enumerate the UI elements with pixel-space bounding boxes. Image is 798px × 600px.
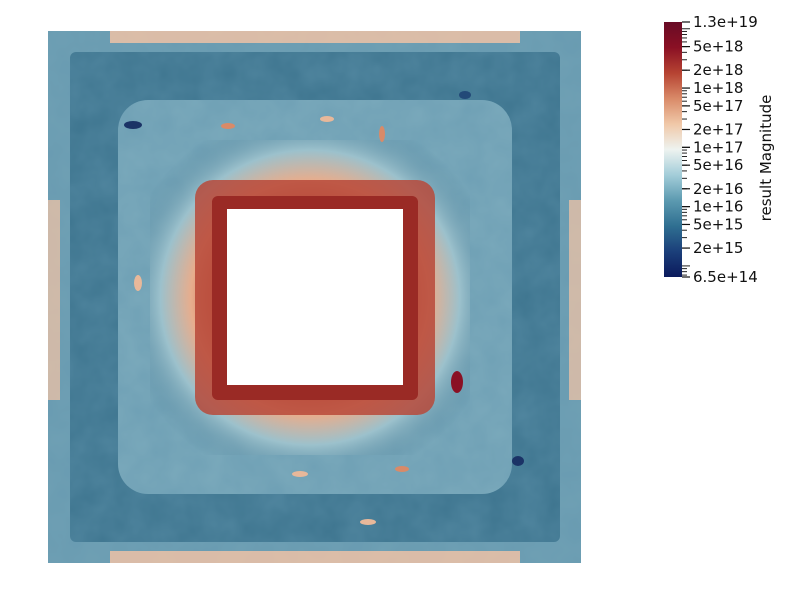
colorbar-ticks (682, 21, 690, 278)
colorbar-tick-label: 1e+18 (693, 79, 743, 97)
colorbar: 1.3e+195e+182e+181e+185e+172e+171e+175e+… (664, 13, 775, 286)
hot-spot (395, 466, 409, 472)
hot-spot (379, 126, 385, 142)
edge-left (48, 200, 60, 400)
colorbar-tick-label: 1e+16 (693, 198, 743, 216)
cold-spot (124, 121, 142, 129)
colorbar-tick-label: 2e+15 (693, 239, 743, 257)
colorbar-tick-label: 5e+18 (693, 38, 743, 56)
inner-hole (227, 209, 403, 385)
cold-spot (512, 456, 524, 466)
hot-spot (360, 519, 376, 525)
edge-bottom (110, 551, 520, 563)
colorbar-tick-label: 2e+18 (693, 61, 743, 79)
hot-spot (134, 275, 142, 291)
colorbar-tick-label: 5e+17 (693, 97, 743, 115)
colorbar-tick-label: 1e+17 (693, 138, 743, 156)
colorbar-gradient (664, 22, 682, 277)
colorbar-tick-label: 6.5e+14 (693, 268, 758, 286)
colorbar-labels: 1.3e+195e+182e+181e+185e+172e+171e+175e+… (693, 13, 758, 286)
hot-spot (292, 471, 308, 477)
colorbar-tick-label: 1.3e+19 (693, 13, 758, 31)
edge-right (569, 200, 581, 400)
colorbar-title: result Magnitude (757, 95, 775, 222)
colorbar-tick-label: 5e+16 (693, 156, 743, 174)
cold-spot (459, 91, 471, 99)
hot-spot (320, 116, 334, 122)
colorbar-tick-label: 2e+16 (693, 180, 743, 198)
hot-spot (451, 371, 463, 393)
hot-spot (221, 123, 235, 129)
edge-top (110, 31, 520, 43)
colorbar-tick-label: 5e+15 (693, 215, 743, 233)
colorbar-tick-label: 2e+17 (693, 120, 743, 138)
